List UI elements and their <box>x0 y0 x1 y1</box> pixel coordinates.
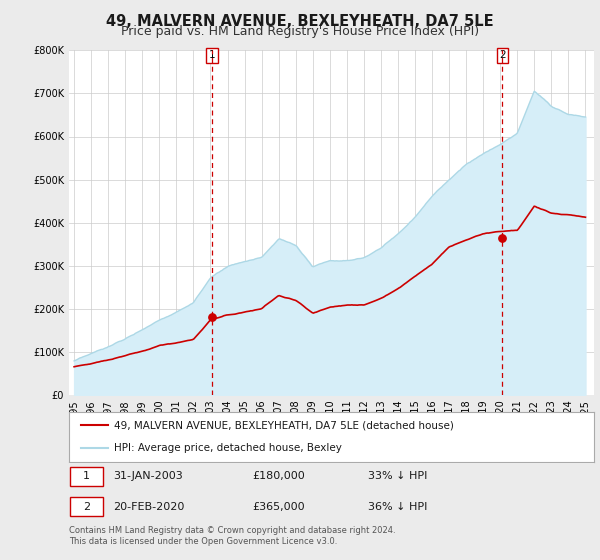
FancyBboxPatch shape <box>70 466 103 486</box>
Text: £180,000: £180,000 <box>253 472 305 482</box>
FancyBboxPatch shape <box>70 497 103 516</box>
Text: 2: 2 <box>83 502 90 512</box>
Text: 1: 1 <box>209 50 215 60</box>
Text: 36% ↓ HPI: 36% ↓ HPI <box>368 502 428 512</box>
Text: HPI: Average price, detached house, Bexley: HPI: Average price, detached house, Bexl… <box>113 444 341 454</box>
Text: 33% ↓ HPI: 33% ↓ HPI <box>368 472 428 482</box>
Text: Contains HM Land Registry data © Crown copyright and database right 2024.
This d: Contains HM Land Registry data © Crown c… <box>69 526 395 546</box>
Text: 31-JAN-2003: 31-JAN-2003 <box>113 472 184 482</box>
Text: £365,000: £365,000 <box>253 502 305 512</box>
Text: 20-FEB-2020: 20-FEB-2020 <box>113 502 185 512</box>
Point <box>497 233 507 242</box>
Text: 49, MALVERN AVENUE, BEXLEYHEATH, DA7 5LE: 49, MALVERN AVENUE, BEXLEYHEATH, DA7 5LE <box>106 14 494 29</box>
Text: 49, MALVERN AVENUE, BEXLEYHEATH, DA7 5LE (detached house): 49, MALVERN AVENUE, BEXLEYHEATH, DA7 5LE… <box>113 420 454 430</box>
Point <box>207 313 217 322</box>
Text: Price paid vs. HM Land Registry's House Price Index (HPI): Price paid vs. HM Land Registry's House … <box>121 25 479 38</box>
Text: 1: 1 <box>83 472 90 482</box>
Text: 2: 2 <box>499 50 506 60</box>
